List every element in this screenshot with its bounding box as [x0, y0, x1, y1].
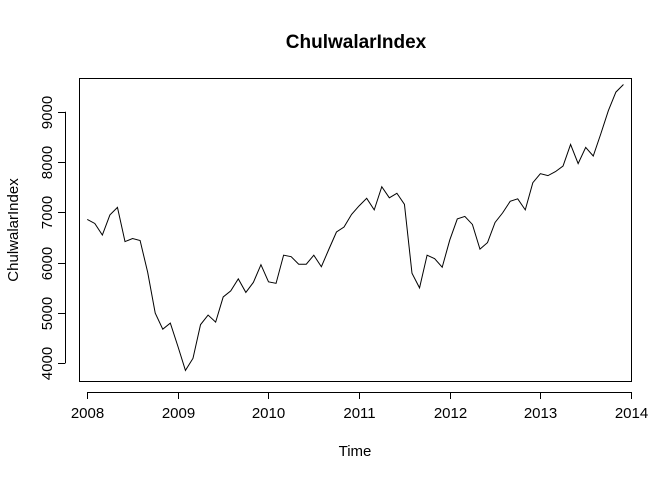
y-tick-label: 6000	[39, 247, 56, 280]
x-tick-label: 2014	[615, 405, 648, 422]
plot-area-border	[79, 78, 632, 382]
y-axis: 4000 5000 6000 7000 8000 9000	[39, 96, 66, 380]
x-axis: 2008 2009 2010 2011 2012 2013 2014	[71, 392, 648, 422]
chart-title: ChulwalarIndex	[286, 32, 427, 53]
x-tick-label: 2010	[252, 405, 285, 422]
x-tick-label: 2011	[343, 405, 375, 422]
y-tick-label: 5000	[39, 297, 56, 330]
x-tick-label: 2008	[71, 405, 104, 422]
x-tick-label: 2013	[524, 405, 557, 422]
series-layer	[87, 84, 624, 372]
series-line-0	[87, 84, 624, 372]
x-tick-label: 2012	[434, 405, 467, 422]
x-tick-label: 2009	[162, 405, 195, 422]
y-axis-label: ChulwalarIndex	[5, 178, 22, 282]
y-tick-label: 4000	[39, 347, 56, 380]
y-tick-label: 9000	[39, 96, 56, 129]
x-axis-label: Time	[339, 443, 372, 460]
y-tick-label: 7000	[39, 196, 56, 229]
y-tick-label: 8000	[39, 146, 56, 179]
